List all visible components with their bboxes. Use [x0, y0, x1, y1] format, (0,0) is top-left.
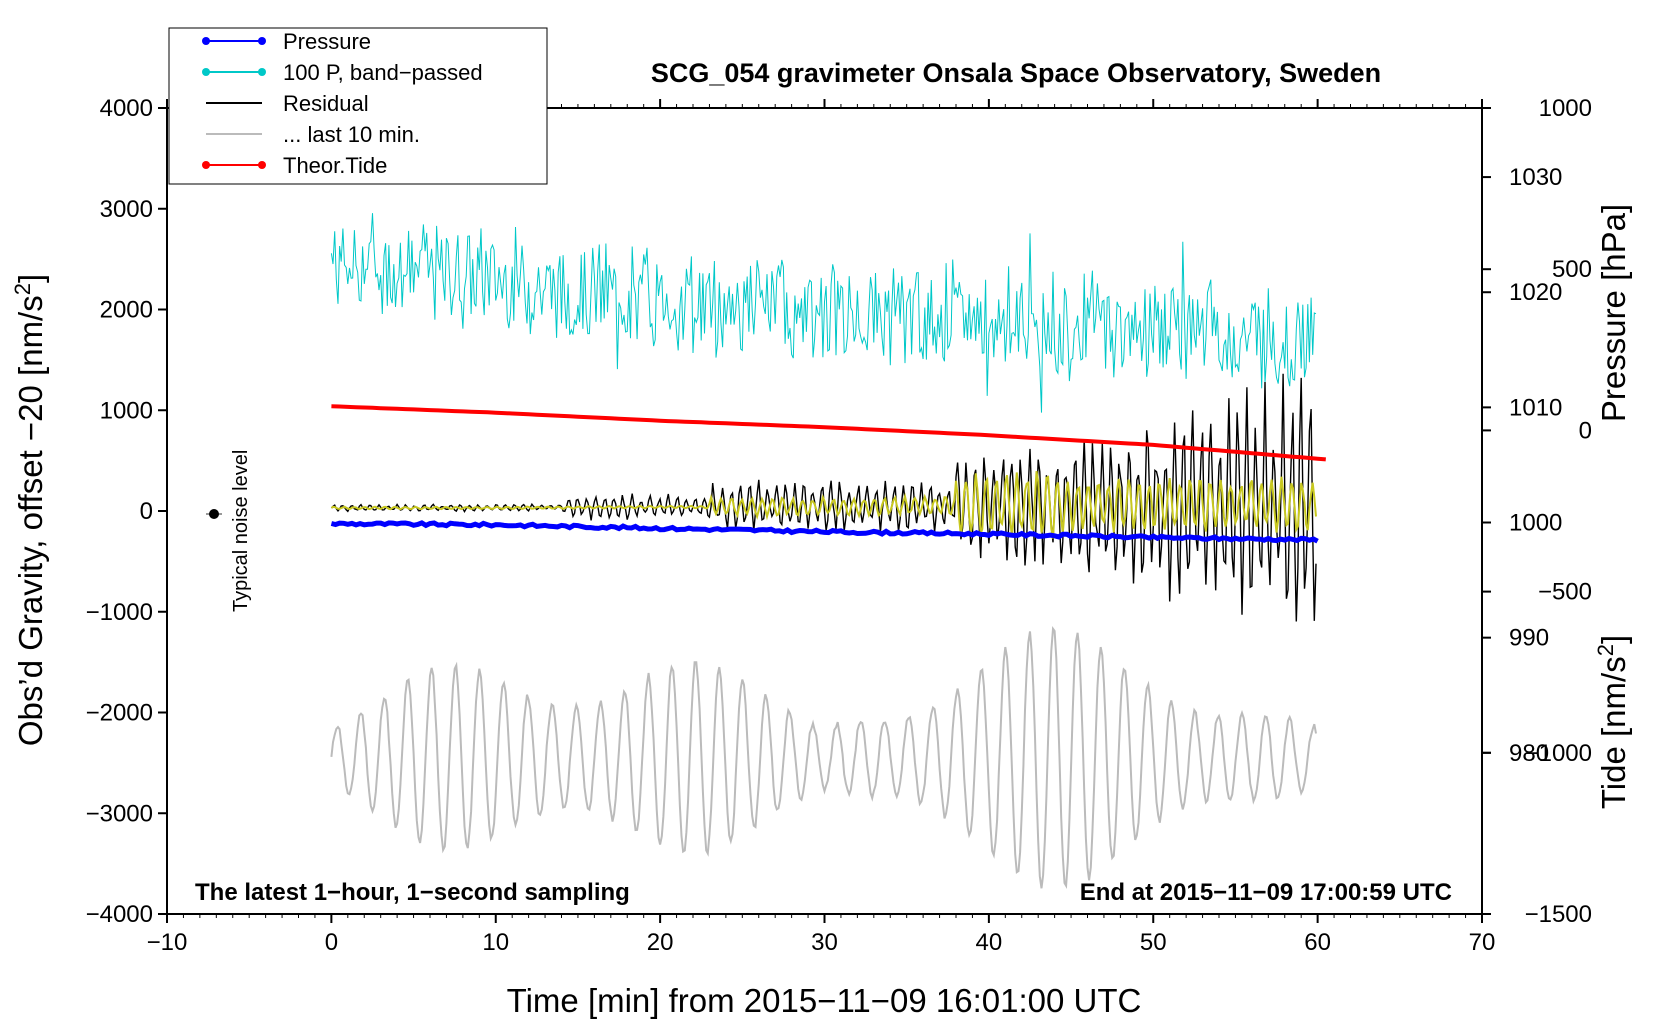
x-axis-title: Time [min] from 2015−11−09 16:01:00 UTC: [507, 982, 1142, 1019]
y-tick-label-left: −1000: [86, 599, 153, 626]
noise-level-label: Typical noise level: [230, 450, 252, 612]
legend-swatch-marker: [202, 68, 210, 76]
y-tick-label-pressure: 980: [1509, 740, 1549, 767]
noise-level-point: [209, 509, 219, 519]
series-last-10-min: [330, 626, 1317, 890]
y-tick-label-left: 2000: [100, 297, 153, 324]
legend-swatch-marker: [258, 161, 266, 169]
x-tick-label: 50: [1140, 929, 1167, 956]
y-tick-label-tide: −500: [1538, 579, 1592, 606]
x-tick-label: 10: [482, 929, 509, 956]
annotation-right: End at 2015−11−09 17:00:59 UTC: [1080, 879, 1452, 906]
y-tick-label-left: −3000: [86, 800, 153, 827]
legend-swatch-marker: [258, 68, 266, 76]
legend-swatch-marker: [258, 37, 266, 45]
y-axis-title-left-end: ]: [12, 274, 49, 283]
series-layer: [330, 213, 1326, 890]
y-tick-label-tide: 1000: [1539, 95, 1592, 122]
legend-label: 100 P, band−passed: [283, 60, 483, 85]
y-axis-title-tide-main: Tide [nm/s: [1595, 656, 1632, 809]
x-tick-label: 40: [976, 929, 1003, 956]
x-tick-label: 20: [647, 929, 674, 956]
y-tick-label-left: 1000: [100, 397, 153, 424]
y-tick-label-left: 0: [140, 498, 153, 525]
x-tick-label: 0: [325, 929, 338, 956]
y-tick-label-left: −2000: [86, 700, 153, 727]
x-tick-label: −10: [147, 929, 188, 956]
y-axis-title-tide: Tide [nm/s2]: [1593, 635, 1633, 809]
legend-swatch-marker: [202, 37, 210, 45]
y-tick-label-tide: −1500: [1525, 901, 1592, 928]
series-theor-tide: [331, 404, 1326, 462]
x-tick-label: 60: [1304, 929, 1331, 956]
legend: Pressure 100 P, band−passed Residual ... la…: [168, 27, 548, 185]
y-axis-title-left-sup: 2: [10, 283, 35, 295]
y-tick-label-left: 4000: [100, 95, 153, 122]
series-residual-band-passed: [330, 471, 1317, 539]
y-tick-label-left: 3000: [100, 196, 153, 223]
y-tick-label-left: −4000: [86, 901, 153, 928]
x-tick-label: 70: [1469, 929, 1496, 956]
tick-labels-layer: −10 0 10 20 30 40 50 60 7040003000200010000−1000…: [86, 95, 1592, 956]
y-tick-label-pressure: 1020: [1509, 279, 1562, 306]
legend-label: ... last 10 min.: [283, 122, 420, 147]
y-tick-label-tide: −1000: [1525, 740, 1592, 767]
legend-label: Theor.Tide: [283, 153, 387, 178]
y-tick-label-pressure: 990: [1509, 625, 1549, 652]
y-axis-title-tide-sup: 2: [1593, 644, 1618, 656]
y-axis-title-left-main: Obs’d Gravity, offset −20 [nm/s: [12, 295, 49, 746]
y-axis-title-pressure: Pressure [hPa]: [1595, 204, 1632, 422]
y-axis-title-tide-end: ]: [1595, 635, 1632, 644]
y-tick-label-pressure: 1010: [1509, 394, 1562, 421]
legend-label: Pressure: [283, 29, 371, 54]
y-tick-label-tide: 0: [1579, 417, 1592, 444]
y-tick-label-pressure: 1000: [1509, 510, 1562, 537]
ticks-layer: [158, 99, 1491, 923]
legend-label: Residual: [283, 91, 369, 116]
legend-box: [168, 27, 548, 185]
legend-items: Pressure 100 P, band−passed Residual ... la…: [202, 29, 483, 178]
y-axis-title-left: Obs’d Gravity, offset −20 [nm/s2]: [10, 274, 50, 746]
series-band-passed-pressure: [330, 213, 1317, 413]
series-pressure: [330, 520, 1319, 544]
y-tick-label-tide: 500: [1552, 256, 1592, 283]
x-tick-label: 30: [811, 929, 838, 956]
y-tick-label-pressure: 1030: [1509, 164, 1562, 191]
legend-swatch-marker: [202, 161, 210, 169]
annotation-left: The latest 1−hour, 1−second sampling: [195, 879, 630, 906]
chart-title: SCG_054 gravimeter Onsala Space Observat…: [651, 58, 1381, 88]
